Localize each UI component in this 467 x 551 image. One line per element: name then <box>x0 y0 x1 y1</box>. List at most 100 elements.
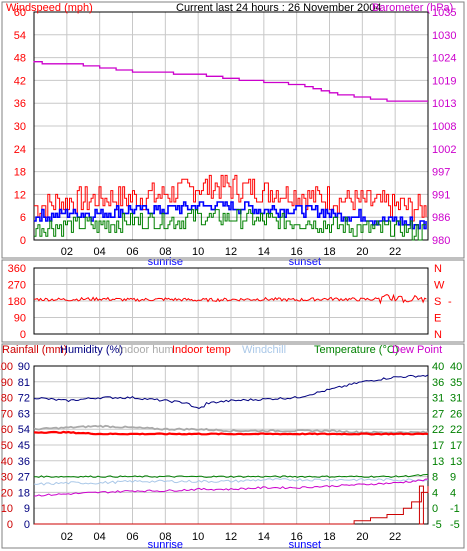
humidity-tick-label: 54 <box>18 424 30 436</box>
x-tick-label: 20 <box>356 531 368 543</box>
temp2-tick-label: -5 <box>450 519 460 531</box>
temp2-tick-label: 4 <box>450 487 456 499</box>
gust-wind-line <box>34 174 427 222</box>
barometer-tick-label: 1013 <box>432 98 456 110</box>
temp2-tick-label: -1 <box>450 503 460 515</box>
compass-label: N <box>434 329 442 341</box>
humidity-tick-label: 9 <box>24 503 30 515</box>
temp2-tick-label: 22 <box>450 424 462 436</box>
x-tick-label: 18 <box>323 531 335 543</box>
temp-tick-label: 17 <box>432 440 444 452</box>
panel-2-frame <box>1 259 465 343</box>
rainfall-line <box>34 486 429 525</box>
low-wind-line <box>34 209 426 241</box>
panel-1-frame <box>1 1 465 259</box>
compass-label: S <box>434 296 441 308</box>
barometer-tick-label: 986 <box>432 212 450 224</box>
rain-tick-label: 20 <box>1 487 13 499</box>
barometer-tick-label: 980 <box>432 235 450 247</box>
wind-direction-line <box>33 293 427 305</box>
barometer-tick-label: 1024 <box>432 53 456 65</box>
compass-label: W <box>434 280 445 292</box>
humidity-line <box>33 374 429 409</box>
panel-3-frame <box>1 343 465 549</box>
windspeed-tick-label: 60 <box>14 7 26 19</box>
compass-dash: - <box>448 296 452 308</box>
sunrise-label: sunrise <box>148 256 183 268</box>
compass-label: N <box>434 263 442 275</box>
x-tick-label: 20 <box>356 246 368 258</box>
temp-tick-label: 36 <box>432 377 444 389</box>
sunrise-label: sunrise <box>148 539 183 551</box>
windspeed-tick-label: 42 <box>14 75 26 87</box>
x-tick-label: 08 <box>159 246 171 258</box>
temp-tick-label: 31 <box>432 393 444 405</box>
rain-tick-label: 90 <box>1 377 13 389</box>
rain-tick-label: 10 <box>1 503 13 515</box>
temp-tick-label: 4 <box>432 487 438 499</box>
temp-tick-label: 22 <box>432 424 444 436</box>
direction-tick-label: 180 <box>8 296 26 308</box>
barometer-axis-title: Barometer (hPa) <box>372 2 453 14</box>
humidity-tick-label: 0 <box>24 519 30 531</box>
windspeed-tick-label: 0 <box>20 235 26 247</box>
temp-tick-label: 8 <box>432 472 438 484</box>
legend-1: Humidity (%) <box>60 344 123 356</box>
x-tick-label: 14 <box>258 246 270 258</box>
plot-frame <box>33 11 429 241</box>
barometer-tick-label: 1002 <box>432 144 456 156</box>
rain-tick-label: 40 <box>1 456 13 468</box>
legend-6: Dew Point <box>392 344 442 356</box>
temp2-tick-label: 13 <box>450 456 462 468</box>
x-tick-label: 08 <box>159 531 171 543</box>
temp2-tick-label: 26 <box>450 408 462 420</box>
indoor_temp-line <box>33 430 429 436</box>
x-tick-label: 02 <box>61 531 73 543</box>
legend-0: Rainfall (mm) <box>2 344 67 356</box>
temp-tick-label: -5 <box>432 519 442 531</box>
direction-tick-label: 360 <box>8 263 26 275</box>
barometer-tick-label: 1035 <box>432 7 456 19</box>
x-tick-label: 02 <box>61 246 73 258</box>
temperature-line <box>33 473 429 478</box>
x-tick-label: 04 <box>94 246 106 258</box>
direction-tick-label: 270 <box>8 280 26 292</box>
barometer-tick-label: 1019 <box>432 75 456 87</box>
sunset-label: sunset <box>289 256 321 268</box>
windspeed-tick-label: 54 <box>14 30 26 42</box>
windchill-line <box>33 477 429 486</box>
direction-tick-label: 90 <box>14 313 26 325</box>
temp2-tick-label: 31 <box>450 393 462 405</box>
x-tick-label: 10 <box>192 531 204 543</box>
rain-tick-label: 30 <box>1 472 13 484</box>
x-tick-label: 06 <box>126 246 138 258</box>
compass-label: E <box>434 313 441 325</box>
windspeed-tick-label: 12 <box>14 189 26 201</box>
barometer-line <box>33 61 428 102</box>
x-tick-label: 10 <box>192 246 204 258</box>
windspeed-tick-label: 48 <box>14 53 26 65</box>
x-tick-label: 16 <box>291 246 303 258</box>
humidity-tick-label: 45 <box>18 440 30 452</box>
rain-tick-label: 50 <box>1 440 13 452</box>
x-tick-label: 22 <box>389 531 401 543</box>
humidity-tick-label: 90 <box>18 361 30 373</box>
humidity-tick-label: 81 <box>18 377 30 389</box>
rain-tick-label: 80 <box>1 393 13 405</box>
windspeed-tick-label: 30 <box>14 121 26 133</box>
windspeed-tick-label: 18 <box>14 167 26 179</box>
humidity-tick-label: 36 <box>18 456 30 468</box>
windspeed-tick-label: 6 <box>20 212 26 224</box>
chart-title: Current last 24 hours : 26 November 2004 <box>176 2 381 14</box>
barometer-tick-label: 1008 <box>432 121 456 133</box>
windspeed-axis-title: Windspeed (mph) <box>6 2 93 14</box>
x-tick-label: 04 <box>94 531 106 543</box>
temp-tick-label: 13 <box>432 456 444 468</box>
temp2-tick-label: 17 <box>450 440 462 452</box>
x-tick-label: 12 <box>225 531 237 543</box>
sunset-label: sunset <box>289 539 321 551</box>
rain-tick-label: 100 <box>0 361 13 373</box>
rainfall-bar <box>418 485 424 525</box>
x-tick-label: 14 <box>258 531 270 543</box>
